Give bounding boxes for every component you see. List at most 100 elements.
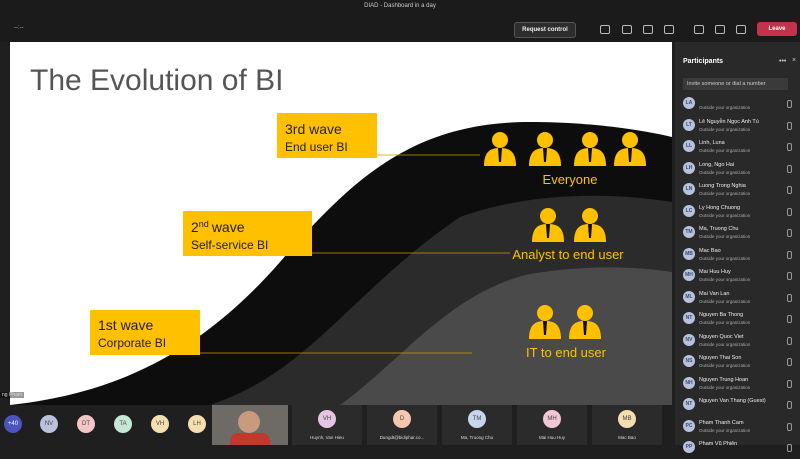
wave-word: wave xyxy=(211,219,245,235)
participant-row[interactable]: LC Ly Hong Chuong Outside your organizatio… xyxy=(675,202,800,223)
avatar: ML xyxy=(683,290,695,303)
participant-tile[interactable]: D Dungdt@bidiphar.co... xyxy=(367,405,437,445)
avatar[interactable]: VH xyxy=(151,415,169,433)
participant-name: Linh, Luna xyxy=(699,140,725,146)
avatar: VH xyxy=(318,410,336,428)
participant-row[interactable]: ML Mai Van Lan Outside your organization xyxy=(675,288,800,309)
presenter-label: ng Pham xyxy=(0,392,25,398)
avatar[interactable]: LH xyxy=(188,415,206,433)
participant-row[interactable]: LT Lê Nguyễn Ngọc Anh Tú Outside your orga… xyxy=(675,116,800,137)
participant-row[interactable]: NV Nguyen Quoc Viet Outside your organizat… xyxy=(675,331,800,352)
participant-row[interactable]: NS Nguyen Thai Son Outside your organizati… xyxy=(675,352,800,373)
avatar: LH xyxy=(683,161,695,174)
window-title: DIAD - Dashboard in a day xyxy=(364,3,436,9)
mic-muted-icon xyxy=(787,164,792,173)
tile-name: Ma, Truong Chu xyxy=(460,435,494,440)
participant-status: Outside your organization xyxy=(699,320,751,325)
face xyxy=(238,411,260,433)
participant-status: Outside your organization xyxy=(699,298,751,304)
avatar[interactable]: TA xyxy=(114,415,132,433)
mic-muted-icon xyxy=(787,336,792,345)
participant-name: Nguyen Trung Hoan xyxy=(699,376,749,383)
participant-tile[interactable]: TM Ma, Truong Chu xyxy=(442,405,512,445)
participant-row[interactable]: LN Luong Trong Nghia Outside your organiza… xyxy=(675,180,800,201)
more-icon[interactable] xyxy=(664,25,674,34)
participant-name: Luong Trong Nghia xyxy=(699,183,746,189)
participant-name: Mac Bao xyxy=(699,247,721,254)
mic-icon[interactable] xyxy=(715,25,725,34)
avatar: TM xyxy=(468,410,486,428)
avatar[interactable]: DT xyxy=(77,415,95,433)
tile-name: Mac Bao xyxy=(618,435,636,440)
participant-status: Outside your organization xyxy=(699,212,751,218)
avatar: LL xyxy=(683,140,695,152)
participant-row[interactable]: TM Ma, Truong Chu Outside your organizatio… xyxy=(675,223,800,244)
chat-icon[interactable] xyxy=(622,25,632,34)
panel-more[interactable]: ••• xyxy=(779,58,787,65)
participant-name: Nguyen Quoc Viet xyxy=(699,333,744,340)
tile-name: Mai Huu Huy xyxy=(538,435,565,440)
participant-row[interactable]: PC Pham Thanh Cam Outside your organizatio… xyxy=(675,417,800,438)
wave-box xyxy=(277,113,377,158)
wave-gray xyxy=(340,267,672,405)
invite-input[interactable]: Invite someone or dial a number xyxy=(683,78,788,90)
request-control-button[interactable]: Request control xyxy=(514,22,576,38)
wave-heading: 2nd wave xyxy=(191,219,245,235)
avatar: LC xyxy=(683,204,695,217)
participant-name: Long, Ngo Hai xyxy=(699,161,735,168)
participant-status: Outside your organization xyxy=(699,169,751,175)
wave-subtitle: End user BI xyxy=(285,140,348,154)
mic-muted-icon xyxy=(787,121,792,130)
audience-label: Everyone xyxy=(543,172,598,187)
mic-muted-icon xyxy=(787,229,792,237)
person-icon xyxy=(574,208,606,242)
participant-row[interactable]: PP Pham Vũ Phiên xyxy=(675,438,800,459)
avatar: LN xyxy=(683,183,695,195)
wave-heading: 3rd wave xyxy=(285,121,342,137)
leave-button[interactable]: Leave xyxy=(757,22,797,36)
shirt xyxy=(230,433,270,445)
person-icon xyxy=(569,305,601,339)
participant-name: Pham Thanh Cam xyxy=(699,419,744,426)
presenter-video xyxy=(212,405,288,445)
person-icon xyxy=(532,208,564,242)
participant-row[interactable]: NT Nguyen Van Thang (Guest) xyxy=(675,395,800,416)
mic-muted-icon xyxy=(787,293,792,302)
avatar[interactable]: NV xyxy=(40,415,58,433)
participant-row[interactable]: LL Linh, Luna Outside your organization xyxy=(675,137,800,158)
participant-row[interactable]: NH Nguyen Trung Hoan Outside your organiza… xyxy=(675,374,800,395)
avatar: LT xyxy=(683,118,695,131)
participant-row[interactable]: MB Mac Bao Outside your organization xyxy=(675,245,800,266)
wave-suffix: nd xyxy=(199,219,209,229)
participant-row[interactable]: LA Outside your organization xyxy=(675,94,800,115)
panel-close[interactable]: × xyxy=(792,57,797,64)
audience-label: IT to end user xyxy=(526,345,607,360)
participant-tile[interactable]: MH Mai Huu Huy xyxy=(517,405,587,445)
avatar: D xyxy=(393,410,411,428)
share-icon[interactable] xyxy=(736,25,746,34)
camera-icon[interactable] xyxy=(694,25,704,34)
more-participants[interactable]: +40 xyxy=(4,415,22,433)
mic-muted-icon xyxy=(787,379,792,388)
mic-muted-icon xyxy=(787,315,792,323)
participants-icon[interactable] xyxy=(600,25,610,34)
participant-row[interactable]: LH Long, Ngo Hai Outside your organization xyxy=(675,159,800,180)
participant-row[interactable]: NT Nguyen Ba Thong Outside your organizati… xyxy=(675,309,800,330)
avatar: LA xyxy=(683,97,695,109)
tile-name: Huynh, Van Hieu xyxy=(310,435,344,440)
participant-row[interactable]: MH Mai Huu Huy Outside your organization xyxy=(675,266,800,287)
participant-tile[interactable]: MB Mac Bao xyxy=(592,405,662,445)
participant-tile[interactable]: VH Huynh, Van Hieu xyxy=(292,405,362,445)
participant-name: Nguyen Ba Thong xyxy=(699,312,744,318)
avatar: NH xyxy=(683,376,695,389)
participant-name: Pham Vũ Phiên xyxy=(699,441,738,447)
mic-muted-icon xyxy=(787,358,792,366)
participant-status: Outside your organization xyxy=(699,105,751,110)
avatar: MB xyxy=(683,247,695,260)
raise-hand-icon[interactable] xyxy=(643,25,653,34)
mic-muted-icon xyxy=(787,143,792,151)
wave-subtitle: Corporate BI xyxy=(98,336,166,350)
person-icon xyxy=(529,305,561,339)
participants-panel: Participants ••• × Invite someone or dia… xyxy=(675,42,800,453)
participant-status: Outside your organization xyxy=(699,191,751,196)
